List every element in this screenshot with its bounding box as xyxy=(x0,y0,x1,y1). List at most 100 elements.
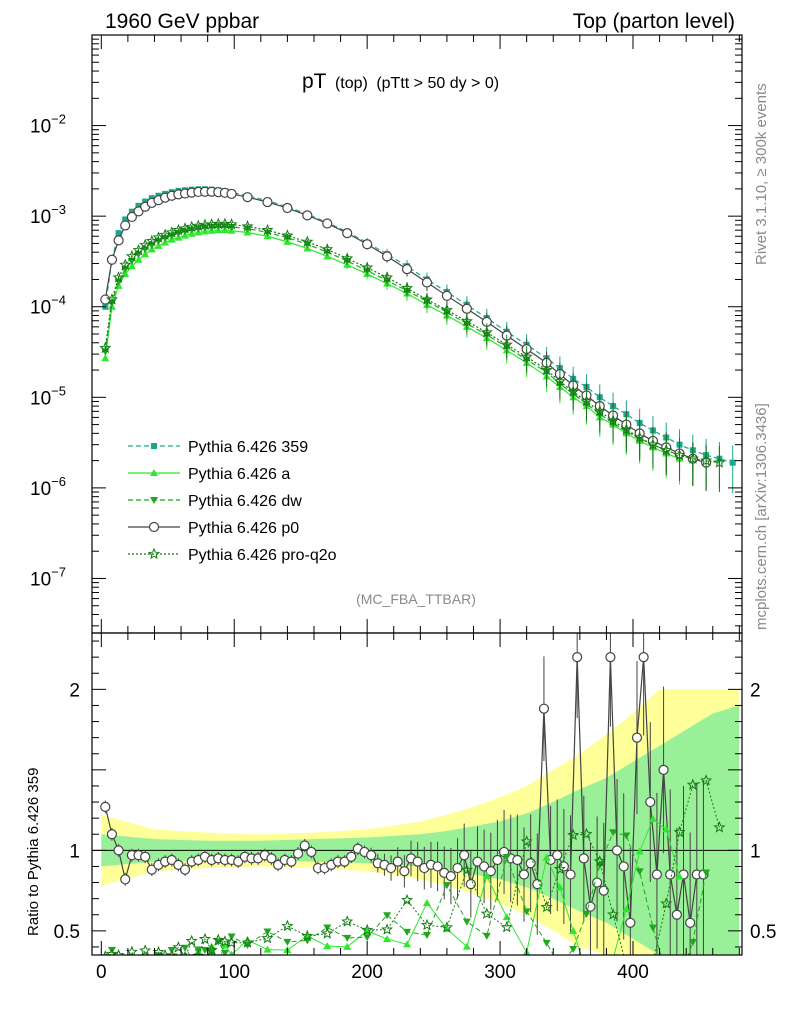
ratio-point-proq2o xyxy=(713,821,726,833)
ratio-point-a xyxy=(220,941,229,949)
ratio-point-proq2o xyxy=(225,936,238,948)
data-point-p359 xyxy=(135,202,142,209)
ratio-point-proq2o xyxy=(686,778,699,791)
header-left: 1960 GeV ppbar xyxy=(105,10,259,33)
ratio-point-proq2o xyxy=(212,933,225,946)
legend-marker xyxy=(151,443,157,449)
ratio-point-p0 xyxy=(585,901,596,912)
data-point-p0 xyxy=(322,218,333,229)
ratio-point-dw xyxy=(676,978,684,985)
data-point-p0 xyxy=(113,235,124,246)
data-point-p0 xyxy=(421,277,433,288)
ratio-point-p0 xyxy=(445,871,456,882)
ratio-point-a xyxy=(141,972,149,979)
ratio-point-dw xyxy=(128,968,136,975)
ratio-point-proq2o xyxy=(440,921,454,933)
ratio-point-proq2o xyxy=(580,827,593,840)
data-point-p0 xyxy=(461,303,472,314)
ratio-point-p0 xyxy=(292,848,304,859)
plot-title-sub2: (pTtt > 50 dy > 0) xyxy=(376,75,499,92)
ratio-point-p0 xyxy=(432,861,443,872)
ratio-point-proq2o xyxy=(241,936,254,948)
ratio-point-a xyxy=(648,814,657,822)
legend-item-a: Pythia 6.426 a xyxy=(128,466,290,483)
ratio-point-proq2o xyxy=(593,855,606,867)
ratio-panel xyxy=(92,689,742,955)
ratio-point-p0 xyxy=(385,862,397,874)
data-point-p359 xyxy=(729,459,736,466)
ratio-point-a xyxy=(622,905,631,913)
plot-title: pT (top) (pTtt > 50 dy > 0) xyxy=(302,70,499,93)
ratio-point-p0 xyxy=(658,764,669,775)
data-point-proq2o xyxy=(673,448,686,461)
legend-item-p359: Pythia 6.426 359 xyxy=(128,439,308,456)
ratio-point-dw xyxy=(569,945,578,953)
data-point-dw xyxy=(134,251,143,259)
ratio-point-proq2o xyxy=(218,935,231,947)
ratio-point-dw xyxy=(609,829,618,837)
data-point-proq2o xyxy=(633,431,646,443)
ratio-point-dw xyxy=(121,956,129,963)
ratio-point-p0 xyxy=(618,861,629,872)
data-point-proq2o xyxy=(553,375,566,387)
y-tick-label: 10−6 xyxy=(30,474,66,500)
legend-marker xyxy=(150,497,158,504)
ratio-point-dw xyxy=(595,862,604,870)
ratio-point-proq2o xyxy=(105,947,118,955)
ratio-point-a xyxy=(635,847,644,855)
legend-label: Pythia 6.426 dw xyxy=(188,493,302,510)
data-point-p0 xyxy=(441,290,453,301)
ratio-point-dw xyxy=(622,832,631,840)
ratio-band-green xyxy=(101,705,740,955)
ratio-tick-label-left: 2 xyxy=(69,680,80,701)
ratio-point-proq2o xyxy=(673,825,686,838)
ratio-tick-label-left: 0.5 xyxy=(54,922,80,943)
ratio-point-dw xyxy=(263,928,272,936)
data-point-proq2o xyxy=(341,252,354,264)
ratio-point-p0 xyxy=(392,856,403,867)
ratio-point-p0 xyxy=(366,850,377,861)
data-point-proq2o xyxy=(540,363,553,376)
ratio-point-dw xyxy=(148,962,156,969)
ratio-point-p0 xyxy=(645,796,656,808)
data-point-p0 xyxy=(302,210,313,221)
ratio-point-dw xyxy=(283,938,292,946)
ratio-point-a xyxy=(343,942,352,950)
data-point-proq2o xyxy=(165,226,178,238)
data-point-proq2o xyxy=(139,238,152,251)
data-point-proq2o xyxy=(301,235,314,247)
ratio-point-p0 xyxy=(572,652,583,663)
data-point-proq2o xyxy=(152,231,165,243)
plot-title-main: pT xyxy=(302,70,327,93)
data-point-p0 xyxy=(381,251,393,262)
ratio-point-a xyxy=(482,872,491,880)
legend: Pythia 6.426 359 Pythia 6.426 a Pythia 6.4… xyxy=(128,439,337,564)
data-point-p0 xyxy=(282,202,293,214)
ratio-point-proq2o xyxy=(500,920,513,933)
ratio-point-a xyxy=(108,964,116,971)
ratio-point-proq2o xyxy=(134,962,144,971)
ratio-point-p0 xyxy=(685,917,696,928)
ratio-tick-label-right: 0.5 xyxy=(750,922,776,943)
ratio-point-dw xyxy=(635,868,644,876)
ratio-point-p0 xyxy=(512,854,523,866)
data-point-proq2o xyxy=(205,218,218,230)
ratio-point-p0 xyxy=(266,853,277,864)
ratio-point-dw xyxy=(135,958,143,965)
series-proq2o xyxy=(99,217,726,493)
ratio-point-p0 xyxy=(306,846,317,858)
ratio-point-a xyxy=(569,927,578,935)
data-point-proq2o xyxy=(281,229,294,241)
ratio-point-proq2o xyxy=(648,958,658,967)
data-point-a xyxy=(154,241,163,249)
ratio-point-proq2o xyxy=(607,908,620,920)
data-point-proq2o xyxy=(401,281,414,294)
ratio-series-proq2o xyxy=(99,774,726,971)
ratio-point-proq2o xyxy=(281,919,294,932)
ratio-point-p0 xyxy=(638,652,649,663)
legend-marker xyxy=(148,521,160,533)
main-frame xyxy=(91,34,743,634)
ratio-point-a xyxy=(542,853,551,861)
legend-marker xyxy=(150,469,158,476)
ratio-point-proq2o xyxy=(480,907,493,919)
